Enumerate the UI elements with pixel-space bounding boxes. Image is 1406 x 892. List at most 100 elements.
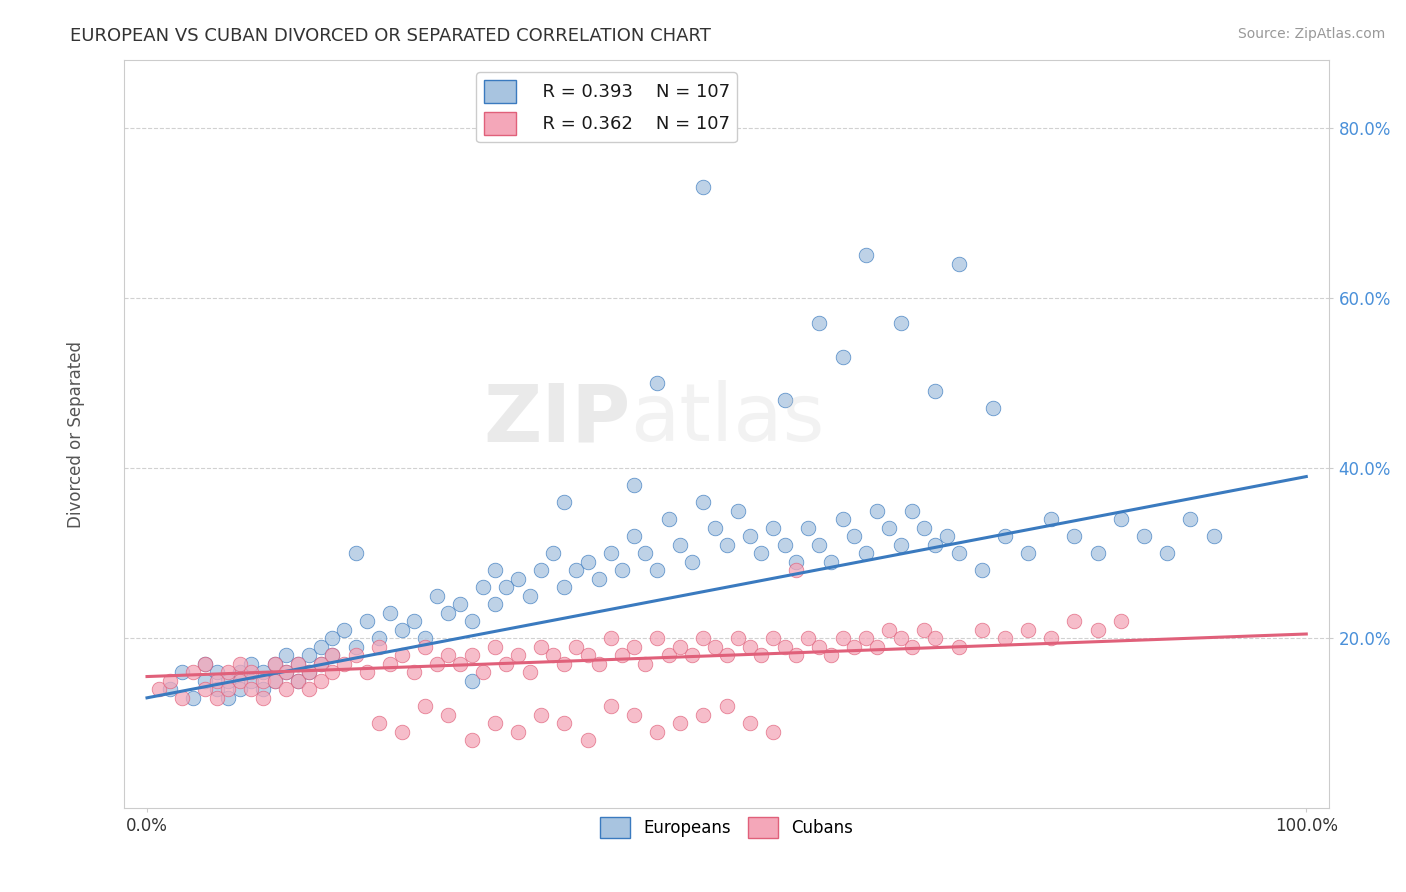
Point: [773, 640, 796, 654]
Point: [413, 632, 436, 646]
Point: [1087, 623, 1109, 637]
Point: [588, 657, 610, 671]
Point: [738, 529, 761, 543]
Point: [994, 632, 1017, 646]
Point: [716, 538, 738, 552]
Point: [321, 648, 343, 663]
Point: [367, 632, 389, 646]
Point: [855, 248, 877, 262]
Point: [229, 665, 252, 680]
Point: [669, 716, 692, 731]
Point: [948, 546, 970, 560]
Point: [553, 495, 575, 509]
Point: [263, 657, 285, 671]
Point: [692, 495, 714, 509]
Point: [344, 648, 367, 663]
Point: [426, 589, 449, 603]
Point: [519, 589, 541, 603]
Point: [645, 724, 668, 739]
Point: [309, 657, 332, 671]
Point: [773, 538, 796, 552]
Point: [495, 580, 517, 594]
Point: [820, 648, 842, 663]
Point: [276, 648, 298, 663]
Point: [1202, 529, 1225, 543]
Point: [356, 614, 378, 628]
Point: [866, 503, 889, 517]
Point: [645, 632, 668, 646]
Point: [380, 606, 402, 620]
Point: [877, 623, 900, 637]
Point: [658, 512, 681, 526]
Point: [948, 257, 970, 271]
Point: [1133, 529, 1156, 543]
Point: [623, 640, 645, 654]
Point: [727, 503, 749, 517]
Point: [367, 640, 389, 654]
Point: [276, 665, 298, 680]
Point: [205, 673, 228, 688]
Point: [844, 529, 866, 543]
Point: [298, 665, 321, 680]
Point: [506, 724, 529, 739]
Point: [704, 640, 727, 654]
Point: [437, 648, 460, 663]
Point: [889, 632, 911, 646]
Point: [449, 597, 471, 611]
Point: [460, 648, 482, 663]
Point: [669, 538, 692, 552]
Point: [391, 724, 413, 739]
Point: [658, 648, 681, 663]
Text: ZIP: ZIP: [482, 380, 630, 458]
Point: [183, 690, 205, 705]
Point: [797, 632, 820, 646]
Point: [970, 563, 993, 577]
Point: [901, 503, 924, 517]
Point: [716, 648, 738, 663]
Point: [1063, 529, 1085, 543]
Point: [519, 665, 541, 680]
Point: [1063, 614, 1085, 628]
Point: [623, 478, 645, 492]
Point: [645, 376, 668, 390]
Text: EUROPEAN VS CUBAN DIVORCED OR SEPARATED CORRELATION CHART: EUROPEAN VS CUBAN DIVORCED OR SEPARATED …: [70, 27, 711, 45]
Point: [252, 665, 274, 680]
Point: [194, 657, 217, 671]
Point: [217, 690, 239, 705]
Point: [924, 538, 946, 552]
Point: [599, 699, 621, 714]
Point: [994, 529, 1017, 543]
Point: [159, 682, 181, 697]
Point: [472, 580, 495, 594]
Point: [391, 623, 413, 637]
Point: [484, 563, 506, 577]
Point: [183, 665, 205, 680]
Point: [820, 555, 842, 569]
Point: [356, 665, 378, 680]
Point: [460, 733, 482, 747]
Point: [1040, 512, 1063, 526]
Point: [170, 665, 193, 680]
Point: [785, 648, 807, 663]
Point: [599, 546, 621, 560]
Point: [159, 673, 181, 688]
Point: [645, 563, 668, 577]
Point: [948, 640, 970, 654]
Point: [287, 657, 309, 671]
Point: [229, 682, 252, 697]
Text: Source: ZipAtlas.com: Source: ZipAtlas.com: [1237, 27, 1385, 41]
Point: [981, 401, 1004, 416]
Point: [889, 538, 911, 552]
Point: [437, 606, 460, 620]
Point: [1017, 623, 1039, 637]
Point: [333, 657, 356, 671]
Point: [276, 682, 298, 697]
Point: [148, 682, 170, 697]
Point: [194, 657, 217, 671]
Point: [530, 563, 553, 577]
Point: [588, 572, 610, 586]
Point: [194, 682, 217, 697]
Text: Divorced or Separated: Divorced or Separated: [66, 341, 84, 527]
Point: [460, 673, 482, 688]
Point: [426, 657, 449, 671]
